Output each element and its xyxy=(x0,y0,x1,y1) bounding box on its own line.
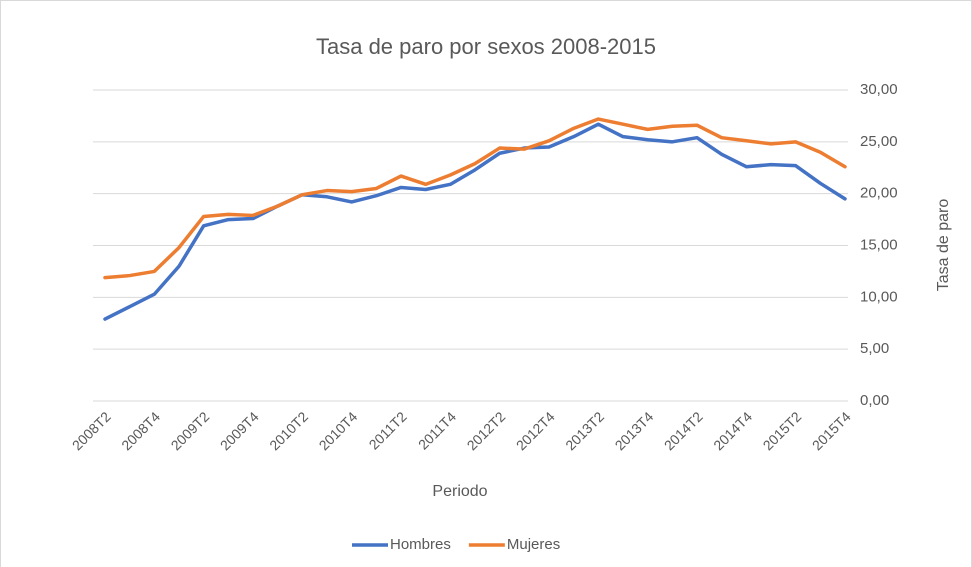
y-tick-label: 15,00 xyxy=(860,236,898,253)
y-tick-label: 10,00 xyxy=(860,288,898,305)
y-tick-label: 0,00 xyxy=(860,392,889,409)
y-tick-label: 30,00 xyxy=(860,81,898,98)
y-axis-title: Tasa de paro xyxy=(935,199,952,292)
y-tick-label: 25,00 xyxy=(860,133,898,150)
x-axis-title: Periodo xyxy=(432,483,487,500)
legend-label: Mujeres xyxy=(507,536,560,553)
y-tick-label: 5,00 xyxy=(860,340,889,357)
chart-title: Tasa de paro por sexos 2008-2015 xyxy=(316,34,656,59)
series-line xyxy=(103,122,847,321)
legend-label: Hombres xyxy=(390,536,451,553)
series-line xyxy=(103,117,847,280)
y-tick-label: 20,00 xyxy=(860,185,898,202)
